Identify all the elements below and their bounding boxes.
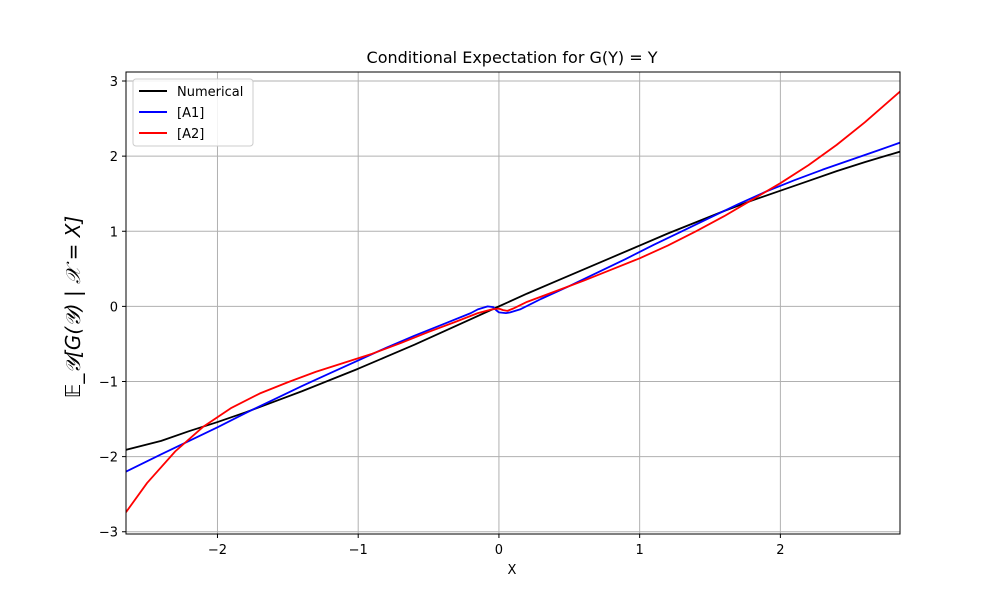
y-tick-label: −2 (99, 451, 118, 466)
axis-ticks: −2 −1 0 1 2 −3 −2 −1 0 1 2 3 (99, 75, 785, 558)
y-tick-label: 3 (110, 75, 118, 90)
series-lines (126, 90, 900, 513)
y-tick-label: −3 (99, 526, 118, 541)
legend-label: Numerical (177, 85, 243, 100)
legend-label: [A2] (177, 127, 204, 142)
x-tick-label: −2 (208, 543, 227, 558)
y-tick-label: 2 (110, 150, 118, 165)
y-tick-label: 0 (110, 300, 118, 315)
y-axis-label: 𝔼_𝒴[G(𝒴) | 𝒳 = X] (61, 216, 85, 399)
legend-label: [A1] (177, 106, 204, 121)
series-line-3 (126, 90, 900, 513)
legend-box (132, 78, 254, 147)
x-tick-label: 1 (636, 543, 644, 558)
x-axis-label: X (508, 563, 517, 578)
x-tick-label: 0 (495, 543, 503, 558)
series-line-2 (126, 141, 900, 473)
grid (126, 72, 900, 534)
plot-area-frame (125, 71, 901, 535)
x-tick-label: 2 (776, 543, 784, 558)
chart-title: Conditional Expectation for G(Y) = Y (367, 48, 658, 67)
legend: Numerical [A1] [A2] (132, 78, 254, 147)
y-tick-label: 1 (110, 225, 118, 240)
y-tick-label: −1 (99, 376, 118, 391)
x-tick-label: −1 (349, 543, 368, 558)
